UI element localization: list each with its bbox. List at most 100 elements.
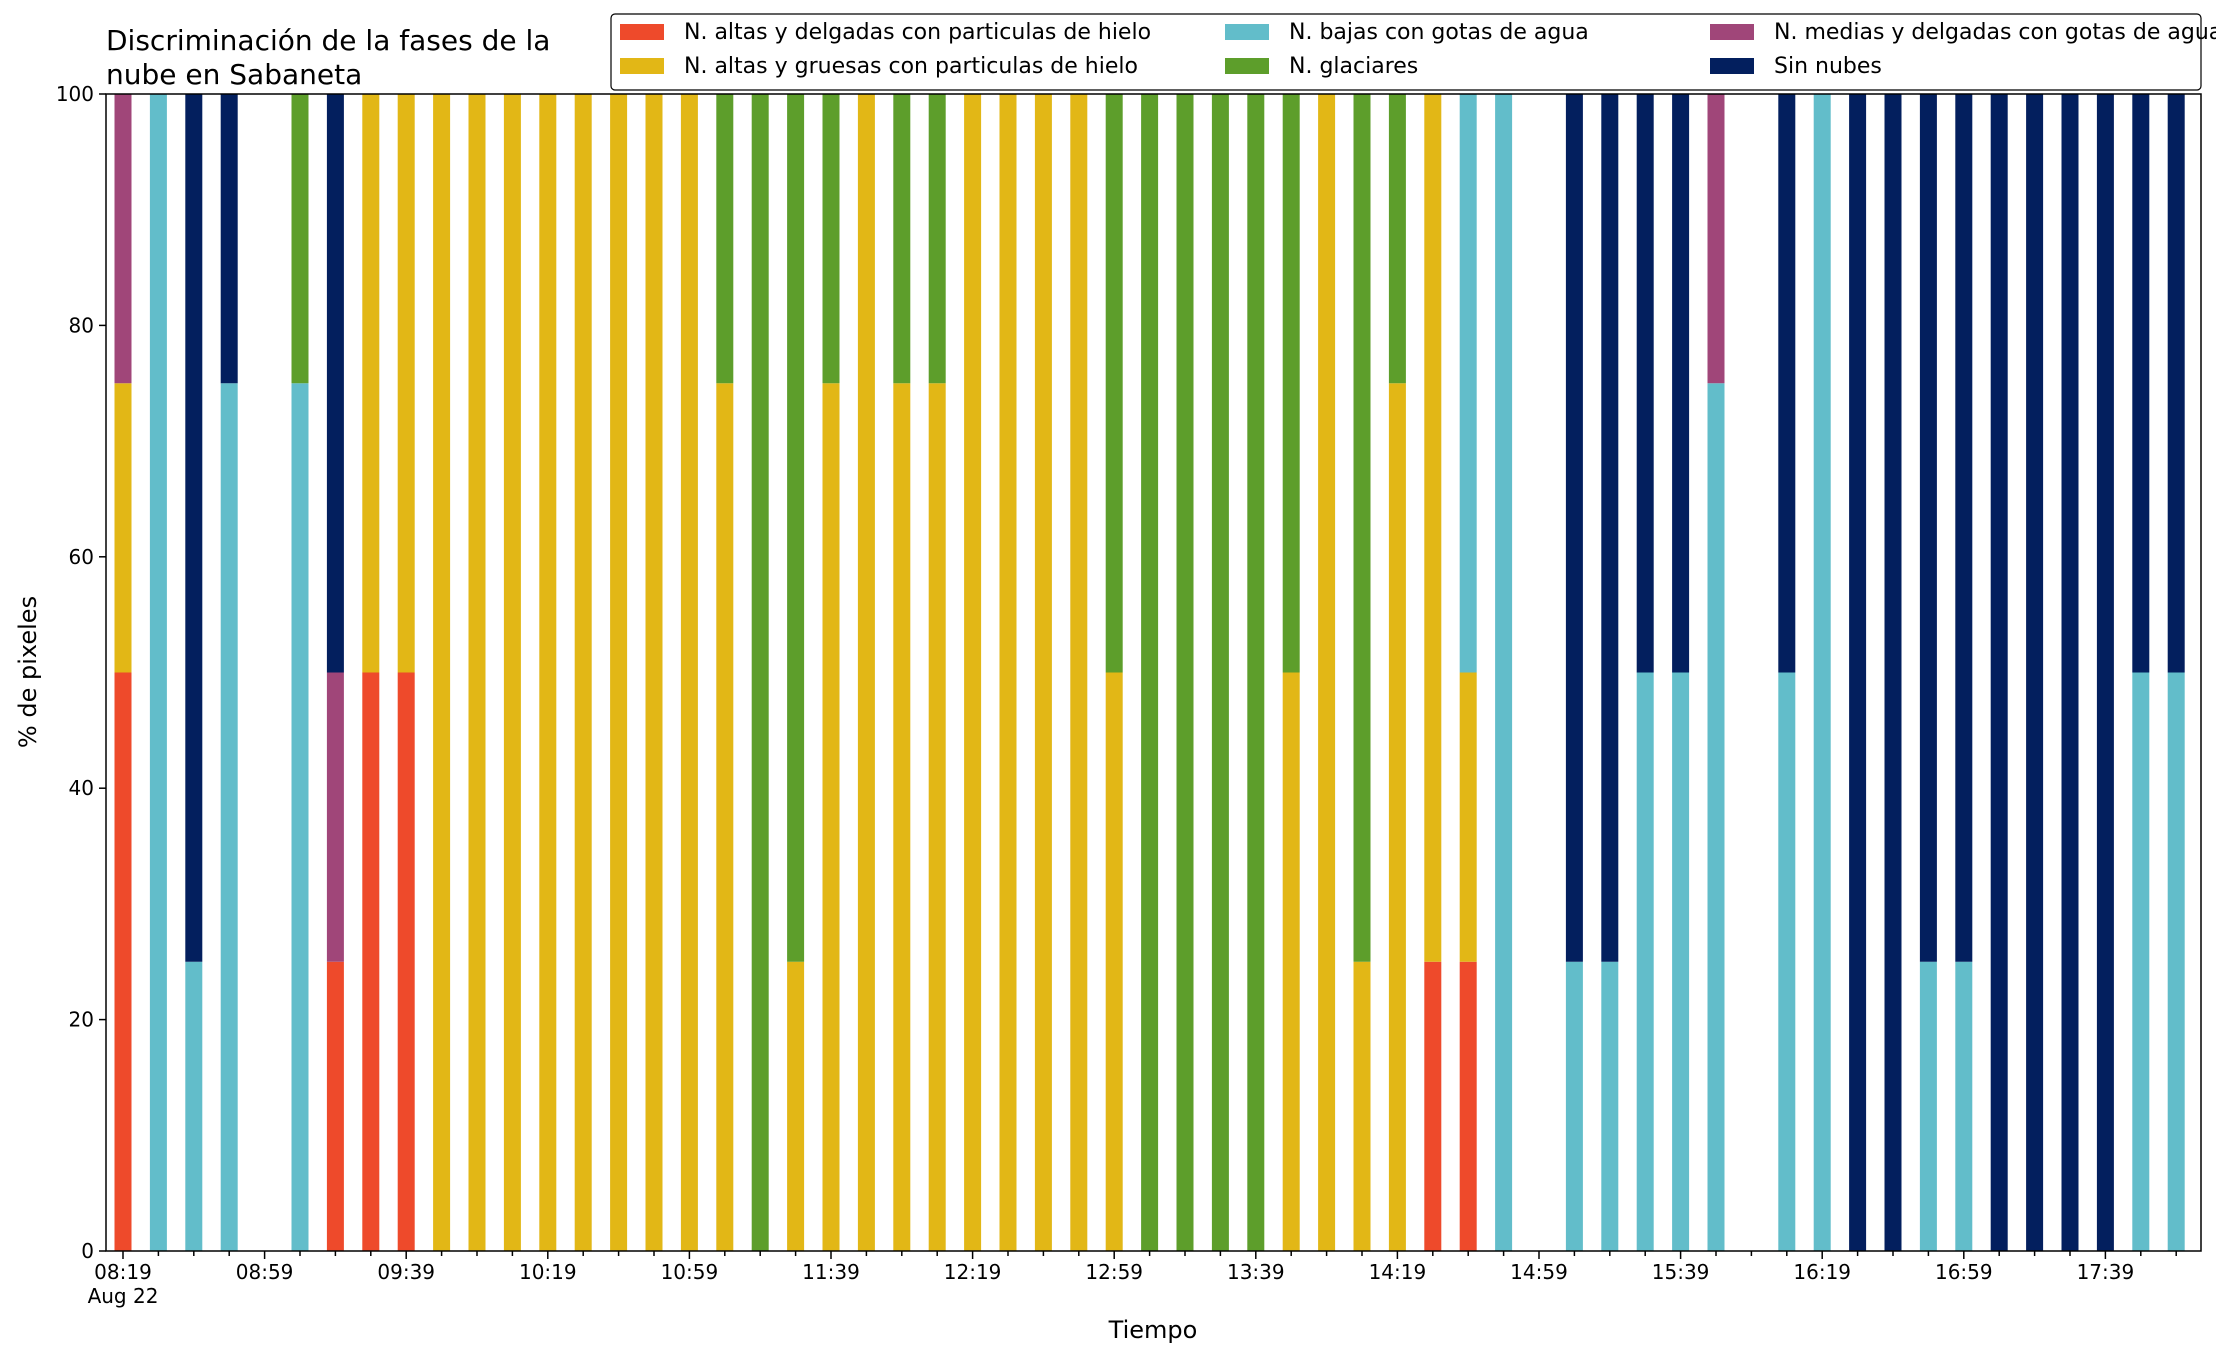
bar-segment [1388, 94, 1406, 384]
bar-segment [220, 94, 238, 384]
bar-segment [1105, 94, 1123, 673]
legend-swatch [1710, 58, 1754, 74]
x-tick-label: 13:39 [1227, 1260, 1285, 1284]
bar-segment [149, 94, 167, 1251]
bar-segment [1955, 94, 1973, 962]
bar-segment [539, 94, 557, 1251]
bar-segment [1919, 94, 1937, 962]
bar-segment [787, 961, 805, 1251]
bar-segment [2061, 94, 2079, 1251]
x-tick-label: 10:59 [661, 1260, 719, 1284]
bar-segment [822, 383, 840, 1251]
bar-segment [716, 94, 734, 384]
bar-segment [1707, 94, 1725, 384]
x-tick-label: 14:59 [1510, 1260, 1568, 1284]
bar-segment [1919, 961, 1937, 1251]
bar-segment [1211, 94, 1229, 1251]
bar-segment [1105, 672, 1123, 1251]
chart-title-line: Discriminación de la fases de la [106, 24, 550, 57]
bar-segment [2096, 94, 2114, 1251]
bar-segment [716, 383, 734, 1251]
bar-segment [680, 94, 698, 1251]
bar-segment [645, 94, 663, 1251]
legend-label: N. bajas con gotas de agua [1289, 20, 1589, 45]
bar-segment [1034, 94, 1052, 1251]
bar-segment [1459, 94, 1477, 673]
bar-segment [468, 94, 486, 1251]
bar-segment [2026, 94, 2044, 1251]
bar-segment [1849, 94, 1867, 1251]
bar-segment [291, 94, 309, 384]
legend-swatch [1710, 24, 1754, 40]
bars-group [114, 94, 2185, 1251]
bar-segment [1672, 94, 1690, 673]
legend-label: N. glaciares [1289, 54, 1418, 79]
bar-segment [1318, 94, 1336, 1251]
x-tick-label: 12:59 [1085, 1260, 1143, 1284]
bar-segment [1601, 961, 1619, 1251]
legend-swatch [1225, 58, 1269, 74]
bar-segment [291, 383, 309, 1251]
legend-swatch [620, 58, 664, 74]
bar-segment [893, 94, 911, 384]
x-tick-label: 12:19 [944, 1260, 1002, 1284]
y-tick-label: 100 [56, 82, 94, 106]
bar-segment [1601, 94, 1619, 962]
bar-segment [2132, 672, 2150, 1251]
bar-segment [433, 94, 451, 1251]
bar-segment [114, 94, 132, 384]
bar-segment [1813, 94, 1831, 1251]
bar-segment [2132, 94, 2150, 673]
bar-segment [1565, 94, 1583, 962]
y-tick-label: 40 [69, 776, 94, 800]
x-tick-label: 16:59 [1935, 1260, 1993, 1284]
legend-box [610, 13, 2202, 91]
y-axis: 0 20 40 60 80 100 [56, 82, 106, 1263]
bar-segment [185, 961, 203, 1251]
bar-segment [326, 672, 344, 962]
bar-segment [1424, 961, 1442, 1251]
bar-segment [1424, 94, 1442, 962]
bar-segment [1672, 672, 1690, 1251]
bar-segment [893, 383, 911, 1251]
x-tick-label: 17:39 [2077, 1260, 2135, 1284]
legend-label: Sin nubes [1774, 54, 1882, 79]
plot-frame [105, 93, 2202, 1252]
bar-segment [1707, 383, 1725, 1251]
legend: N. altas y delgadas con particulas de hi… [610, 13, 2216, 91]
bar-segment [1459, 961, 1477, 1251]
bar-segment [362, 672, 380, 1251]
bar-segment [1141, 94, 1159, 1251]
bar-segment [1247, 94, 1265, 1251]
bar-segment [2167, 94, 2185, 673]
bar-segment [1282, 94, 1300, 673]
bar-segment [1990, 94, 2008, 1251]
bar-segment [503, 94, 521, 1251]
x-tick-label: 15:39 [1652, 1260, 1710, 1284]
bar-segment [1636, 94, 1654, 673]
y-tick-label: 60 [69, 545, 94, 569]
bar-segment [220, 383, 238, 1251]
bar-segment [1565, 961, 1583, 1251]
y-axis-label: % de pixeles [14, 596, 42, 748]
bar-segment [326, 94, 344, 673]
bar-segment [114, 383, 132, 673]
bar-segment [928, 94, 946, 384]
bar-segment [114, 672, 132, 1251]
bar-segment [928, 383, 946, 1251]
y-tick-label: 80 [69, 313, 94, 337]
bar-segment [857, 94, 875, 1251]
bar-segment [610, 94, 628, 1251]
bar-segment [1282, 672, 1300, 1251]
bar-segment [326, 961, 344, 1251]
legend-swatch [620, 24, 664, 40]
bar-segment [1388, 383, 1406, 1251]
bar-segment [1070, 94, 1088, 1251]
bar-segment [1778, 672, 1796, 1251]
x-tick-label: 14:19 [1369, 1260, 1427, 1284]
x-tick-label: 11:39 [802, 1260, 860, 1284]
chart-title-line: nube en Sabaneta [106, 58, 362, 91]
x-tick-label: 09:39 [377, 1260, 435, 1284]
bar-segment [1955, 961, 1973, 1251]
bar-segment [397, 94, 415, 673]
